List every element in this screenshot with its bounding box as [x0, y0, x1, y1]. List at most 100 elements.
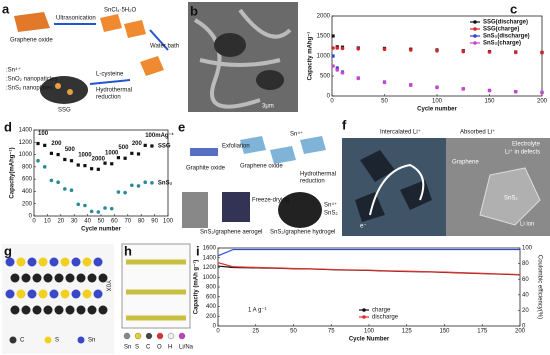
point [435, 85, 439, 90]
text: Absorbed Li⁺ [460, 129, 495, 136]
x-tick-label: 100 [364, 329, 375, 335]
y2-tick-label: 60 [522, 277, 529, 283]
panel-f: Intercalated Li⁺ Absorbed Li⁺ Electrolyt… [342, 129, 550, 236]
legend-label: O [157, 345, 162, 351]
y-tick-label: 500 [320, 74, 331, 80]
point [76, 163, 80, 167]
point [103, 161, 107, 165]
x-tick-label: 125 [402, 329, 413, 335]
point [356, 47, 361, 51]
legend-label: SSG(discharge) [483, 20, 528, 26]
atom [65, 305, 75, 315]
cell [121, 243, 191, 329]
x-axis-label: Cycle Number [349, 337, 390, 343]
y-tick-label: 1200 [19, 140, 33, 146]
text: Graphene [452, 160, 479, 166]
text: Sn [88, 338, 95, 344]
point [89, 209, 94, 214]
point [109, 206, 114, 211]
y-tick-label: 1400 [203, 255, 217, 261]
point [461, 87, 466, 91]
y-tick-label: 1500 [317, 34, 331, 40]
legend-marker [473, 41, 477, 45]
point [513, 50, 518, 55]
panel-h: Sn S C O H Li/Na [121, 243, 194, 351]
annotation: 500 [65, 147, 76, 153]
atom [87, 273, 97, 283]
photo [182, 192, 208, 228]
legend-label: C [146, 345, 151, 351]
y-tick-label: 600 [22, 177, 33, 183]
x-tick-label: 60 [111, 219, 118, 225]
atom [93, 257, 103, 267]
panel-label: c [510, 1, 517, 16]
point [382, 47, 387, 51]
point [335, 46, 340, 50]
atom [38, 257, 48, 267]
atom [60, 289, 70, 299]
y2-axis-label: Coulombic efficiency(%) [536, 255, 542, 319]
x-tick-label: 20 [57, 219, 64, 225]
y-tick-label: 0 [213, 324, 217, 330]
text: SnS₂ [504, 196, 518, 202]
point [335, 68, 340, 72]
y2-tick-label: 0 [522, 324, 526, 330]
atom [98, 273, 108, 283]
atom [16, 289, 26, 299]
annotation: 1000 [78, 153, 92, 159]
text: Li ion [520, 222, 534, 228]
text: reduction [300, 179, 325, 185]
sheet [300, 136, 326, 154]
text: S [55, 338, 59, 344]
y-tick-label: 0 [327, 94, 331, 100]
annotation: 200 [51, 141, 62, 147]
x-tick-label: 100 [432, 99, 443, 105]
x-tick-label: 10 [44, 219, 51, 225]
atom [49, 289, 59, 299]
point [540, 90, 544, 95]
point [69, 188, 74, 192]
atom [71, 257, 81, 267]
x-tick-label: 50 [381, 99, 388, 105]
annotation: 1000 [105, 151, 119, 157]
point [130, 183, 134, 188]
point [513, 90, 518, 94]
legend-dot [178, 332, 186, 340]
panel-label: f [342, 117, 347, 132]
y2-tick-label: 80 [522, 261, 529, 267]
legend-label: Li/Na [179, 345, 194, 351]
annotation: 100mAg⁻¹ [145, 132, 174, 139]
series-label: SnS₂ [158, 180, 173, 186]
text: :SnS₂ nanoplates [6, 86, 52, 92]
sns2-crystal [479, 167, 541, 226]
point [90, 167, 94, 171]
atom [10, 273, 20, 283]
point [36, 141, 40, 146]
series-line [217, 248, 520, 257]
y-tick-label: 1000 [19, 152, 33, 158]
atom [10, 305, 20, 315]
point [382, 80, 387, 85]
legend-label: H [168, 345, 172, 351]
text: Freeze-drying [252, 198, 289, 204]
point [331, 64, 335, 68]
point [56, 152, 60, 157]
point [408, 48, 413, 52]
annotation: 500 [118, 145, 129, 151]
point [56, 180, 60, 185]
sheet [240, 136, 266, 154]
point [435, 49, 439, 53]
point [76, 202, 81, 207]
point [487, 88, 492, 93]
atoms [5, 257, 108, 344]
legend-label: charge [372, 308, 391, 314]
y-tick-label: 200 [206, 314, 217, 320]
point [63, 187, 67, 191]
atom [54, 273, 64, 283]
y2-tick-label: 40 [522, 292, 529, 298]
point [116, 190, 121, 194]
legend-marker [473, 34, 477, 38]
text: Water bath [150, 44, 179, 50]
